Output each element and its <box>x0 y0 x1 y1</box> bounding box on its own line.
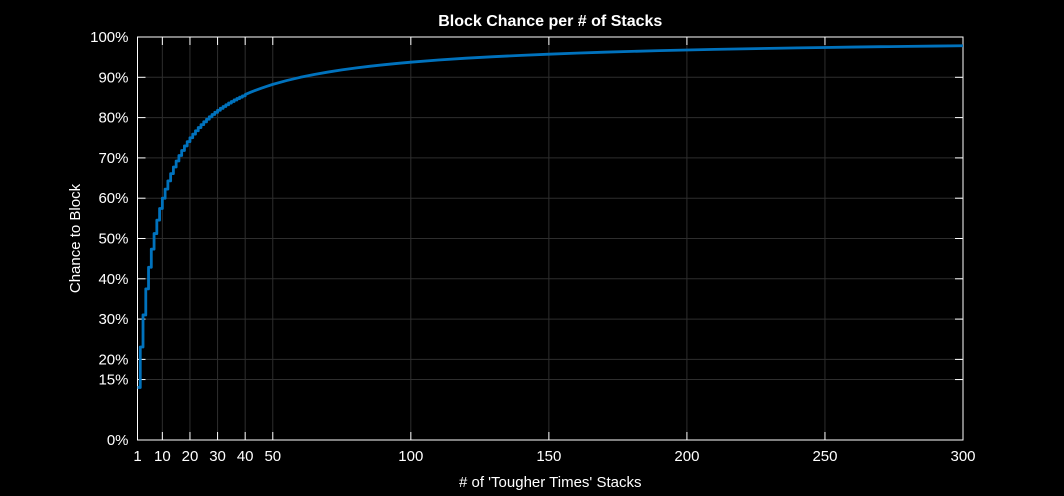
x-tick-labels: 1 10 20 30 40 50 100 150 200 250 300 <box>133 448 975 465</box>
chart-title: Block Chance per # of Stacks <box>438 13 662 30</box>
x-tick-label: 200 <box>674 448 699 465</box>
y-tick-label: 0% <box>107 432 129 449</box>
axis-ticks <box>137 36 964 441</box>
x-tick-label: 30 <box>209 448 226 465</box>
x-tick-label: 1 <box>133 448 141 465</box>
gridlines <box>137 37 963 440</box>
x-tick-label: 300 <box>950 448 975 465</box>
y-tick-labels: 0% 15% 20% 30% 40% 50% 60% 70% 80% 90% 100% <box>90 29 128 449</box>
block-chance-curve <box>137 44 964 389</box>
y-tick-label: 30% <box>98 311 128 328</box>
x-tick-label: 250 <box>812 448 837 465</box>
y-tick-label: 40% <box>98 271 128 288</box>
y-axis-label: Chance to Block <box>67 183 84 293</box>
y-tick-label: 90% <box>98 69 128 86</box>
x-tick-label: 10 <box>154 448 171 465</box>
x-tick-label: 150 <box>536 448 561 465</box>
x-tick-label: 100 <box>398 448 423 465</box>
x-tick-label: 40 <box>237 448 254 465</box>
y-tick-label: 50% <box>98 231 128 248</box>
y-tick-label: 60% <box>98 190 128 207</box>
y-tick-label: 70% <box>98 150 128 167</box>
y-tick-label: 80% <box>98 110 128 127</box>
y-tick-label: 20% <box>98 351 128 368</box>
y-tick-label: 15% <box>98 372 128 389</box>
x-tick-label: 50 <box>264 448 281 465</box>
x-tick-label: 20 <box>182 448 199 465</box>
y-tick-label: 100% <box>90 29 128 46</box>
x-axis-label: # of 'Tougher Times' Stacks <box>459 474 641 491</box>
